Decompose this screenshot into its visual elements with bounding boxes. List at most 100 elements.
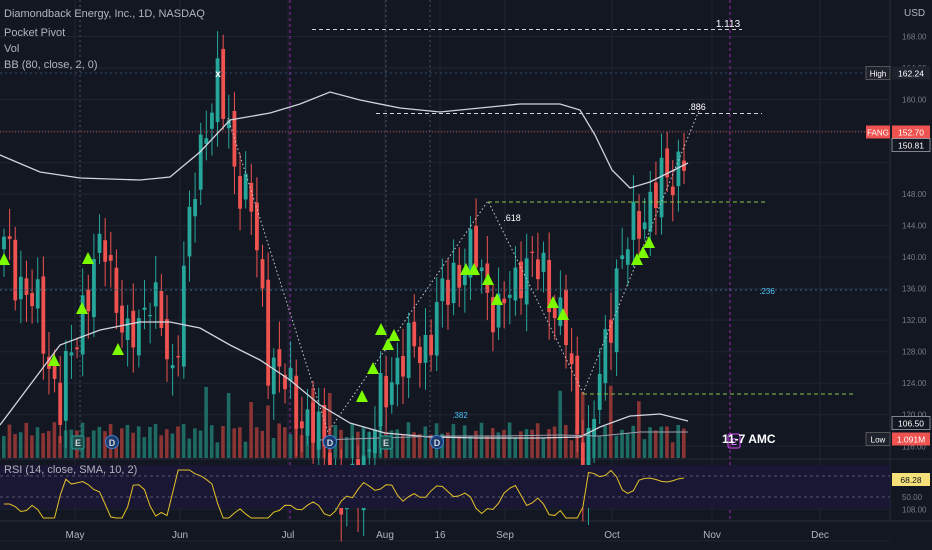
candle-body — [513, 267, 518, 301]
pocket-pivot-triangle — [375, 323, 387, 335]
volume-bar — [91, 430, 96, 458]
indicator-pocket-pivot[interactable]: Pocket Pivot — [4, 27, 66, 39]
high-x-marker: x — [215, 69, 221, 80]
candle-body — [558, 297, 563, 326]
price-tick-label: 168.00 — [902, 33, 927, 42]
price-tag-name: High — [870, 70, 886, 79]
candle-body — [479, 267, 484, 272]
volume-bar — [288, 434, 293, 458]
earnings-event-badge — [379, 435, 393, 450]
candle-body — [395, 357, 400, 385]
candle-body — [305, 409, 310, 436]
volume-bar — [266, 405, 270, 458]
pocket-pivot-triangle — [468, 263, 480, 275]
candle-body — [288, 367, 293, 382]
candle-body — [434, 302, 439, 356]
volume-bar — [277, 423, 281, 458]
candle-body — [80, 295, 85, 355]
candle-body — [575, 355, 580, 434]
future-earnings-letter: E — [731, 437, 737, 447]
volume-bar — [524, 429, 529, 458]
candle-body — [496, 293, 501, 328]
candle-body — [198, 134, 203, 190]
price-tag-name: FANG — [867, 129, 889, 138]
pocket-pivot-triangle — [382, 338, 394, 350]
candle-body — [367, 449, 372, 452]
event-letter: E — [75, 438, 81, 448]
volume-bar — [682, 428, 686, 458]
volume-bar — [125, 424, 130, 458]
volume-bar — [417, 433, 422, 458]
pocket-pivot-triangle — [0, 253, 10, 265]
candle-body — [389, 382, 394, 405]
candle-body — [322, 405, 327, 447]
volume-bar — [457, 435, 461, 458]
candle-body — [648, 191, 653, 232]
candle-body — [153, 282, 158, 307]
volume-bar — [665, 426, 669, 458]
volume-bar — [97, 426, 102, 458]
price-tag-value: 162.24 — [898, 69, 924, 79]
volume-bar — [327, 392, 332, 458]
candle-body — [243, 173, 248, 200]
pocket-pivot-triangle — [82, 252, 94, 264]
bb-lower — [0, 321, 689, 439]
pocket-pivot-triangle — [460, 263, 472, 275]
earnings-event-badge — [71, 435, 85, 450]
indicator-bb[interactable]: BB (80, close, 2, 0) — [4, 59, 98, 71]
candle-body — [193, 199, 197, 217]
candle-body — [2, 236, 6, 250]
candle-body — [530, 251, 535, 253]
volume-bar — [479, 422, 484, 458]
candle-body — [266, 279, 271, 386]
candle-body — [159, 291, 164, 329]
time-axis-label: Aug — [376, 530, 394, 541]
candle-body — [249, 182, 254, 212]
volume-bar — [120, 428, 124, 458]
volume-bar — [344, 437, 349, 458]
price-tag-value: 150.81 — [898, 141, 924, 151]
candle-body — [462, 274, 467, 286]
price-tick-label: 144.00 — [902, 222, 927, 231]
rsi-value-bg — [892, 473, 930, 486]
fib-label-886: .886 — [688, 102, 706, 112]
candle-body — [642, 222, 647, 230]
candle-body — [384, 375, 389, 408]
volume-bar — [401, 434, 405, 458]
symbol-title[interactable]: Diamondback Energy, Inc., 1D, NASDAQ — [4, 8, 205, 20]
pocket-pivot-triangle — [557, 308, 569, 320]
time-axis-label: Jul — [282, 530, 295, 541]
volume-bar — [541, 438, 546, 458]
candle-body — [412, 321, 417, 347]
time-axis-label: May — [66, 530, 85, 541]
volume-bar — [221, 426, 225, 458]
candle-body — [429, 334, 434, 355]
price-tick-label: 116.00 — [902, 442, 926, 451]
indicator-rsi[interactable]: RSI (14, close, SMA, 10, 2) — [4, 464, 138, 476]
price-tag-bg — [892, 125, 930, 139]
volume-bar — [462, 425, 467, 458]
candle-body — [373, 429, 377, 454]
volume-bar — [637, 401, 641, 458]
candle-body — [125, 318, 130, 340]
candle-body — [614, 268, 619, 353]
volume-bar — [608, 385, 613, 458]
volume-bar — [429, 434, 433, 458]
volume-bar — [625, 433, 630, 458]
candle-body — [524, 258, 529, 305]
dividend-event-icon: D — [105, 435, 119, 449]
candle-body — [260, 259, 265, 289]
pocket-pivot-triangle — [643, 236, 655, 248]
volume-bar — [136, 426, 141, 458]
indicator-vol[interactable]: Vol — [4, 43, 20, 55]
candle-body — [316, 411, 321, 450]
candle-body — [586, 427, 591, 500]
candle-body — [97, 233, 102, 253]
candle-body — [609, 319, 613, 343]
volume-bar — [569, 440, 574, 458]
candle-body — [625, 249, 630, 265]
volume-bar — [226, 392, 231, 458]
candle-body — [277, 349, 282, 367]
candle-body — [58, 382, 63, 425]
